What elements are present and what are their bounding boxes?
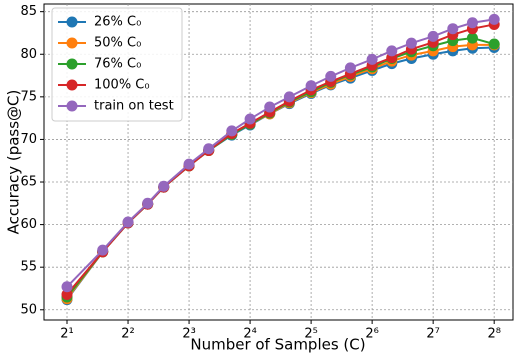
y-tick-label: 75 — [20, 89, 37, 104]
point — [488, 38, 500, 50]
legend-marker — [66, 79, 78, 91]
x-tick-label: 2³ — [182, 327, 195, 342]
x-axis-title: Number of Samples (C) — [190, 336, 365, 354]
point — [447, 23, 459, 35]
y-tick-label: 60 — [20, 217, 37, 232]
y-tick-label: 55 — [20, 260, 37, 275]
x-tick-label: 2⁸ — [487, 327, 500, 342]
point — [283, 91, 295, 103]
x-tick-label: 2² — [121, 327, 134, 342]
legend-marker — [66, 16, 78, 28]
point — [142, 197, 154, 209]
y-axis-title: Accuracy (pass@C) — [5, 90, 23, 235]
point — [226, 125, 238, 137]
point — [97, 244, 109, 256]
point — [366, 53, 378, 65]
point — [305, 80, 317, 92]
x-tick-label: 2⁶ — [365, 327, 378, 342]
legend-label: 50% C₀ — [94, 36, 141, 51]
x-tick-label: 2⁴ — [243, 327, 256, 342]
point — [244, 113, 256, 125]
point — [488, 13, 500, 25]
y-tick-label: 50 — [20, 302, 37, 317]
legend-marker — [66, 100, 78, 112]
plot-frame — [43, 3, 514, 321]
point — [466, 17, 478, 29]
legend-marker — [66, 37, 78, 49]
legend-label: 76% C₀ — [94, 57, 141, 72]
point — [61, 281, 73, 293]
y-tick-label: 80 — [20, 47, 37, 62]
y-tick-label: 85 — [20, 4, 37, 19]
point — [61, 288, 73, 300]
y-tick-label: 70 — [20, 132, 37, 147]
point — [427, 30, 439, 42]
legend-label: train on test — [94, 99, 174, 114]
point — [264, 101, 276, 113]
point — [405, 37, 417, 49]
point — [386, 45, 398, 57]
legend-box — [51, 7, 183, 122]
point — [183, 158, 195, 170]
point — [344, 62, 356, 74]
y-tick-label: 65 — [20, 175, 37, 190]
point — [325, 70, 337, 82]
point — [466, 32, 478, 44]
legend-label: 26% C₀ — [94, 15, 141, 30]
x-tick-label: 2⁷ — [426, 327, 439, 342]
point — [122, 216, 134, 228]
point — [203, 143, 215, 155]
legend-marker — [66, 58, 78, 70]
point — [158, 180, 170, 192]
legend-label: 100% C₀ — [94, 78, 150, 93]
x-tick-label: 2¹ — [60, 327, 73, 342]
x-tick-label: 2⁵ — [304, 327, 317, 342]
